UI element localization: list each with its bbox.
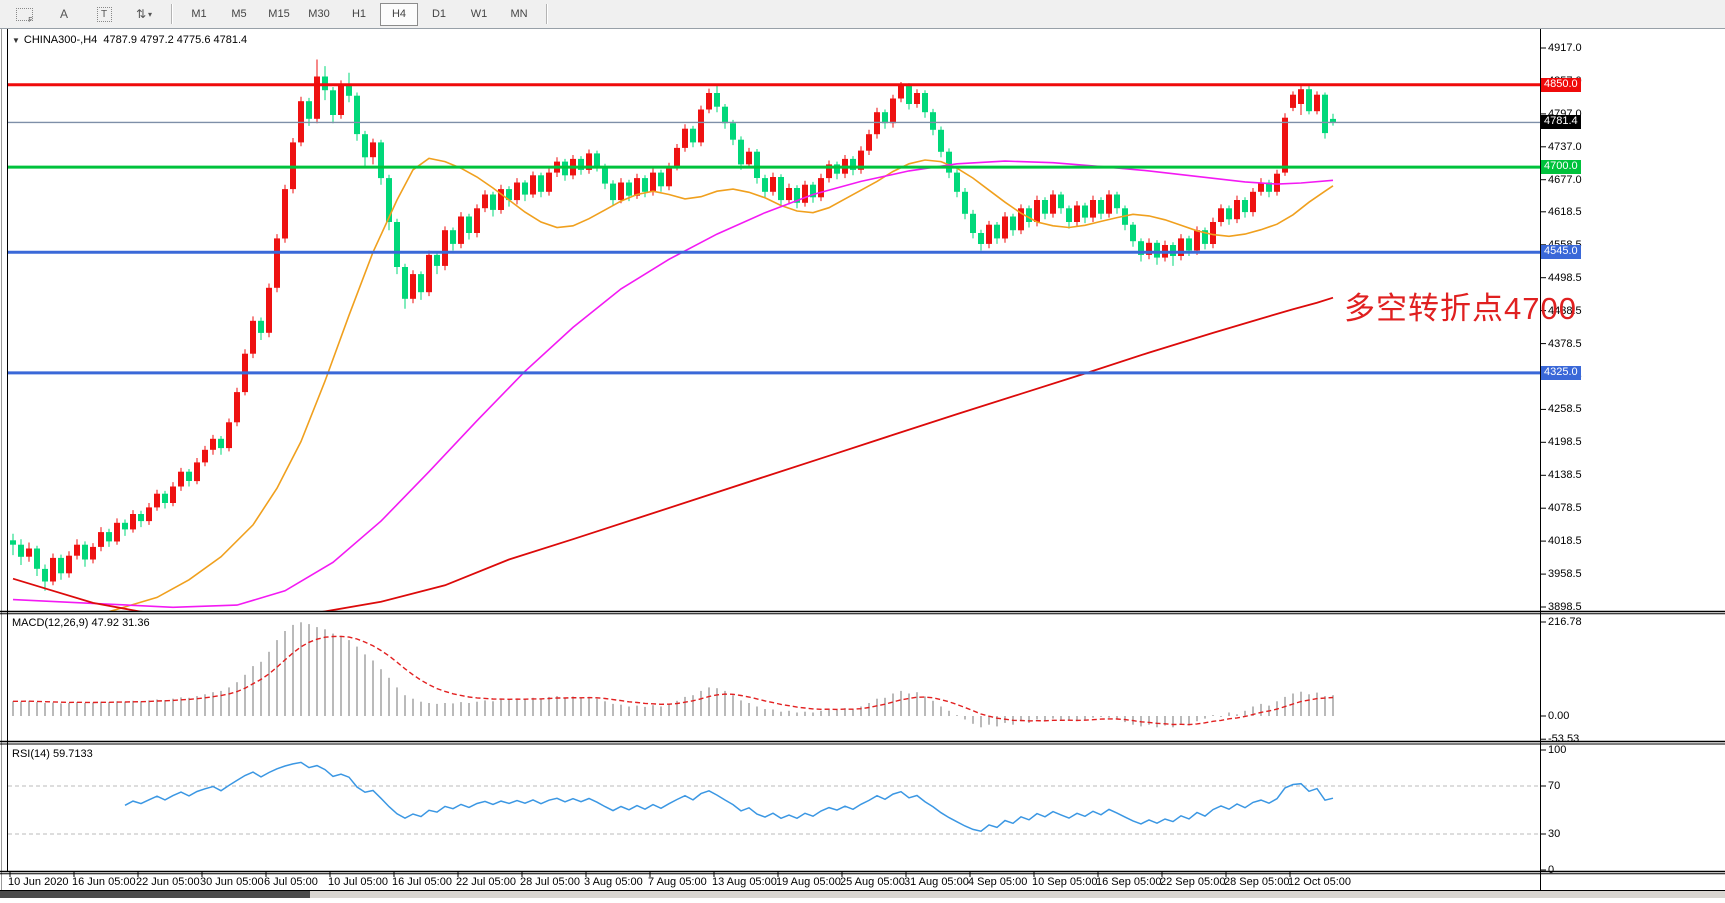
- rsi-pane[interactable]: [8, 745, 1540, 871]
- timeframe-button-mn[interactable]: MN: [510, 8, 528, 20]
- date-tick-label: 31 Aug 05:00: [904, 876, 969, 888]
- price-line-label-4700.0[interactable]: 4700.0: [1541, 160, 1581, 175]
- date-tick-label: 22 Jul 05:00: [456, 876, 516, 888]
- date-tick-label: 10 Sep 05:00: [1032, 876, 1098, 888]
- grid-marker-icon: F: [15, 7, 33, 24]
- chart-symbol-period: CHINA300-,H4: [23, 34, 98, 46]
- macd-tick-label: 216.78: [1548, 616, 1582, 628]
- date-tick-label: 16 Jul 05:00: [392, 876, 452, 888]
- date-tick-label: 22 Jun 05:00: [136, 876, 200, 888]
- price-tick-label: 4498.5: [1548, 271, 1582, 284]
- timeframe-button-h1[interactable]: H1: [351, 8, 367, 20]
- price-tick-label: 4018.5: [1548, 535, 1582, 548]
- price-line-label-4545.0[interactable]: 4545.0: [1541, 245, 1581, 260]
- rsi-value: 59.7133: [52, 748, 93, 760]
- price-tick-label: 4677.0: [1548, 173, 1582, 186]
- timeframe-button-m1[interactable]: M1: [191, 8, 207, 20]
- timeframe-button-w1[interactable]: W1: [470, 8, 488, 20]
- rsi-name: RSI(14): [12, 748, 50, 760]
- macd-name: MACD(12,26,9): [12, 617, 89, 629]
- chart-title: ▼ CHINA300-,H4 4787.9 4797.2 4775.6 4781.…: [12, 34, 247, 46]
- text-label-tool-icon: A: [59, 7, 68, 21]
- price-chart-canvas[interactable]: [0, 28, 1725, 903]
- arrows-tool-button[interactable]: ⇅ ▾: [125, 3, 163, 26]
- price-tick-label: 4737.0: [1548, 140, 1582, 153]
- rsi-tick-label: 30: [1548, 828, 1561, 840]
- price-tick-label: 4198.5: [1548, 436, 1582, 449]
- date-tick-label: 16 Jun 05:00: [72, 876, 136, 888]
- date-tick-label: 10 Jun 2020: [8, 876, 69, 888]
- price-line-label-4781.4[interactable]: 4781.4: [1541, 115, 1581, 130]
- price-line-label-4325.0[interactable]: 4325.0: [1541, 365, 1581, 380]
- date-tick-label: 4 Sep 05:00: [968, 876, 1028, 888]
- rsi-tick-label: 70: [1548, 780, 1561, 792]
- date-tick-label: 22 Sep 05:00: [1160, 876, 1226, 888]
- drawing-tools-group: F A T ⇅ ▾: [4, 3, 164, 26]
- chevron-down-icon[interactable]: ▾: [148, 9, 153, 19]
- date-tick-label: 10 Jul 05:00: [328, 876, 388, 888]
- price-line-label-4850.0[interactable]: 4850.0: [1541, 77, 1581, 92]
- chart-title-caret-icon[interactable]: ▼: [12, 36, 20, 45]
- macd-indicator-label: MACD(12,26,9) 47.92 31.36: [12, 617, 150, 629]
- rsi-indicator-label: RSI(14) 59.7133: [12, 748, 93, 760]
- date-tick-label: 28 Sep 05:00: [1224, 876, 1290, 888]
- date-tick-label: 16 Sep 05:00: [1096, 876, 1162, 888]
- price-tick-label: 4917.0: [1548, 42, 1582, 54]
- date-tick-label: 25 Aug 05:00: [840, 876, 905, 888]
- price-tick-label: 4618.5: [1548, 205, 1582, 218]
- main-chart-pane[interactable]: [8, 30, 1540, 611]
- price-tick-label: 4258.5: [1548, 403, 1582, 416]
- price-axis[interactable]: [1540, 28, 1725, 873]
- price-tick-label: 4378.5: [1548, 337, 1582, 350]
- price-tick-label: 4078.5: [1548, 502, 1582, 515]
- grid-marker-tool-button[interactable]: F: [5, 3, 43, 26]
- timeframe-button-m30[interactable]: M30: [308, 8, 330, 20]
- annotation-text[interactable]: 多空转折点4700: [1344, 291, 1577, 326]
- date-tick-label: 28 Jul 05:00: [520, 876, 580, 888]
- chart-window: ▼ CHINA300-,H4 4787.9 4797.2 4775.6 4781.…: [0, 28, 1725, 898]
- toolbar-separator: [171, 4, 172, 24]
- macd-pane[interactable]: [8, 614, 1540, 742]
- macd-tick-label: 0.00: [1548, 710, 1570, 722]
- timeframe-button-h4[interactable]: H4: [380, 2, 418, 26]
- date-tick-label: 12 Oct 05:00: [1288, 876, 1351, 888]
- text-box-tool-button[interactable]: T: [85, 3, 123, 26]
- date-tick-label: 30 Jun 05:00: [200, 876, 264, 888]
- toolbar-separator: [546, 4, 547, 24]
- text-box-icon: T: [96, 6, 112, 22]
- date-tick-label: 13 Aug 05:00: [712, 876, 777, 888]
- timeframe-button-m15[interactable]: M15: [268, 8, 290, 20]
- date-tick-label: 7 Aug 05:00: [648, 876, 707, 888]
- timeframe-buttons-group: M1 M5 M15 M30 H1 H4 D1 W1 MN: [179, 2, 539, 26]
- arrows-tool-icon: ⇅: [135, 7, 147, 21]
- price-tick-label: 4138.5: [1548, 469, 1582, 482]
- macd-tick-label: -53.53: [1548, 733, 1580, 746]
- date-tick-label: 6 Jul 05:00: [264, 876, 318, 888]
- timeframe-button-m5[interactable]: M5: [231, 8, 247, 20]
- price-tick-label: 3898.5: [1548, 601, 1582, 613]
- text-label-tool-button[interactable]: A: [45, 3, 83, 26]
- date-tick-label: 19 Aug 05:00: [776, 876, 841, 888]
- date-tick-label: 3 Aug 05:00: [584, 876, 643, 888]
- top-toolbar: F A T ⇅ ▾ M1 M5 M15 M30 H1 H4 D1 W1 MN: [0, 0, 1725, 29]
- price-tick-label: 3958.5: [1548, 568, 1582, 581]
- rsi-tick-label: 100: [1548, 744, 1567, 756]
- rsi-tick-label: 0: [1548, 864, 1555, 876]
- macd-values: 47.92 31.36: [91, 617, 150, 629]
- timeframe-button-d1[interactable]: D1: [431, 8, 447, 20]
- chart-ohlc-values: 4787.9 4797.2 4775.6 4781.4: [103, 34, 248, 46]
- price-tick-label: 4438.5: [1548, 304, 1582, 317]
